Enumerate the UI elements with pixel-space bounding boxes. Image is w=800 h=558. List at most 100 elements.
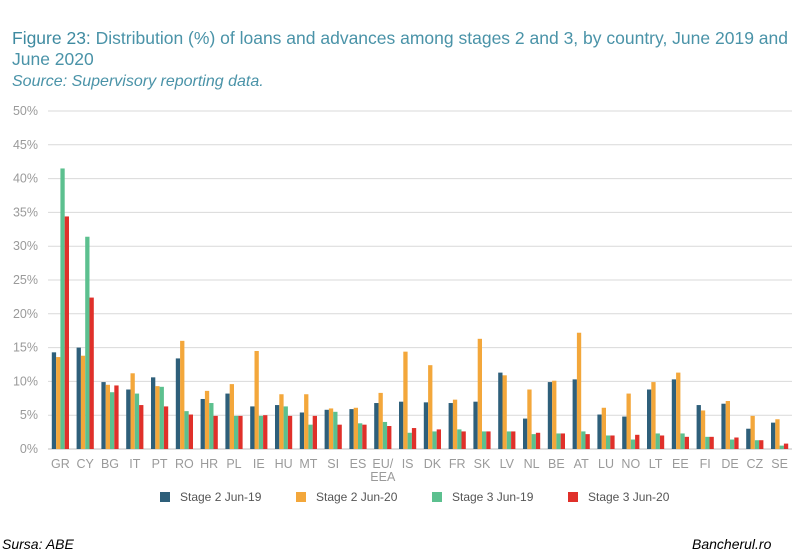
y-tick-label: 15% <box>13 341 38 355</box>
bar <box>209 403 214 449</box>
bar <box>705 436 710 449</box>
bar <box>407 432 412 449</box>
bar <box>680 433 685 449</box>
bar <box>304 394 309 449</box>
x-tick-label: HR <box>200 457 218 471</box>
x-tick-label: FR <box>449 457 466 471</box>
y-tick-label: 0% <box>20 442 38 456</box>
bar <box>184 411 189 449</box>
bar <box>477 338 482 449</box>
bar <box>64 216 69 449</box>
bar <box>676 372 681 449</box>
bar <box>80 355 86 449</box>
bar <box>779 445 784 449</box>
bar <box>114 385 119 449</box>
x-tick-label: FI <box>700 457 711 471</box>
bar <box>308 424 313 449</box>
bar <box>353 407 358 449</box>
x-tick-label: CY <box>77 457 95 471</box>
bar <box>188 414 193 449</box>
legend-item: Stage 2 Jun-20 <box>296 490 432 504</box>
bar <box>213 415 218 449</box>
bar <box>696 405 701 449</box>
bar <box>461 431 466 449</box>
bar <box>358 423 363 449</box>
x-tick-label: RO <box>175 457 194 471</box>
bar <box>750 415 755 449</box>
bar <box>556 433 561 449</box>
x-tick-label: PL <box>226 457 241 471</box>
chart-source: Source: Supervisory reporting data. <box>12 73 264 90</box>
bar <box>428 365 433 449</box>
bar <box>730 439 735 449</box>
bar <box>783 443 789 449</box>
bar <box>328 408 334 449</box>
bar <box>374 403 379 449</box>
bar <box>126 389 131 449</box>
bar <box>457 429 462 449</box>
legend-item: Stage 2 Jun-19 <box>160 490 296 504</box>
bar <box>502 375 507 449</box>
legend-swatch <box>432 492 442 502</box>
bar <box>387 426 392 449</box>
bar <box>333 411 338 449</box>
chart-legend: Stage 2 Jun-19 Stage 2 Jun-20 Stage 3 Jun-… <box>160 490 704 504</box>
bar <box>547 382 553 449</box>
bar <box>709 436 714 449</box>
bar <box>601 407 606 449</box>
x-tick-label: PT <box>152 457 168 471</box>
bar <box>432 431 437 449</box>
title-text: Distribution (%) of loans and advances a… <box>12 28 788 69</box>
bar <box>250 406 255 449</box>
bar <box>139 405 144 449</box>
bar <box>734 437 739 449</box>
bar <box>204 390 210 449</box>
bar <box>155 386 160 449</box>
bar <box>238 415 243 449</box>
bar <box>671 379 677 449</box>
x-tick-label: EE <box>672 457 689 471</box>
bar <box>436 429 441 449</box>
bar <box>101 382 106 449</box>
legend-label: Stage 2 Jun-19 <box>180 490 262 504</box>
y-tick-label: 10% <box>13 374 38 388</box>
bar <box>362 424 367 449</box>
x-tick-label: HU <box>275 457 293 471</box>
y-tick-label: 35% <box>13 205 38 219</box>
bar <box>254 350 259 449</box>
bar <box>378 392 383 449</box>
y-tick-label: 30% <box>13 239 38 253</box>
bar <box>527 389 532 449</box>
bar <box>299 412 305 449</box>
bar <box>175 358 181 449</box>
bar <box>229 384 234 449</box>
bar <box>411 428 417 449</box>
bar <box>523 418 528 449</box>
footer-brand: Bancherul.ro <box>692 536 772 552</box>
bar <box>759 440 764 449</box>
bar <box>560 433 565 449</box>
x-tick-label: BG <box>101 457 119 471</box>
bar <box>134 393 140 449</box>
bar <box>85 236 90 449</box>
legend-label: Stage 2 Jun-20 <box>316 490 398 504</box>
bar <box>263 415 268 449</box>
legend-item: Stage 3 Jun-19 <box>432 490 568 504</box>
bar <box>287 415 293 449</box>
legend-swatch <box>160 492 170 502</box>
footer-source: Sursa: ABE <box>2 536 74 552</box>
bar <box>163 406 169 449</box>
x-tick-label: IT <box>129 457 140 471</box>
bar <box>635 434 640 449</box>
y-tick-label: 25% <box>13 273 38 287</box>
x-tick-label: MT <box>299 457 317 471</box>
bar <box>626 393 631 449</box>
bar <box>775 419 780 449</box>
bar <box>258 415 264 449</box>
bar <box>403 351 408 449</box>
y-tick-label: 5% <box>20 408 38 422</box>
x-tick-label: CZ <box>746 457 763 471</box>
x-tick-label: EU/EEA <box>370 457 396 484</box>
bar <box>581 431 586 449</box>
